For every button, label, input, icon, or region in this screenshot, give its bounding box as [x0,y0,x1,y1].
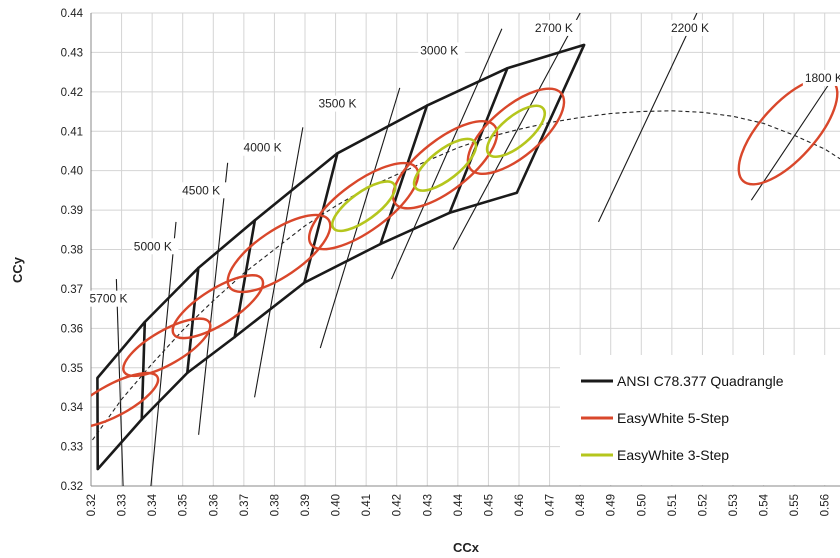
y-tick-label: 0.43 [61,47,83,59]
cct-label: 5000 K [134,239,172,253]
cct-label-bg [532,19,580,36]
quadrangle-upper-edge [96,43,585,379]
isotherm-line [115,279,124,486]
legend-box [560,355,840,485]
three-step-ellipse [331,180,397,233]
x-tick-label: 0.47 [545,494,557,516]
x-axis-label: CCx [453,540,480,555]
y-tick-label: 0.44 [61,8,84,20]
x-tick-label: 0.37 [239,494,251,516]
x-tick-label: 0.48 [575,494,587,516]
y-tick-label: 0.32 [61,481,83,493]
isotherm-line [750,71,838,201]
y-tick-label: 0.37 [61,284,83,296]
x-tick-label: 0.36 [208,494,220,516]
x-tick-label: 0.41 [361,494,373,516]
cct-label-bg [668,19,716,36]
y-tick-label: 0.38 [61,245,83,257]
cct-label-bg [241,139,289,156]
x-tick-label: 0.38 [269,494,281,516]
cct-label: 2200 K [671,21,709,35]
y-tick-label: 0.40 [61,166,83,178]
isotherm-line [319,87,401,349]
five-step-ellipse [122,317,212,378]
quadrangle-divider [140,320,147,421]
cct-label-bg [131,238,179,255]
five-step-ellipses [91,76,839,429]
isotherm-line [254,127,304,398]
x-tick-label: 0.34 [147,493,159,516]
plot-area [91,13,840,486]
x-tick-label: 0.40 [331,494,343,516]
quadrangle-divider [233,219,257,339]
quadrangle-divider [379,104,429,246]
cct-label-bg [802,69,840,86]
cct-label-bg [180,182,227,199]
quadrangle-divider [186,266,200,375]
cct-label: 4000 K [244,141,282,155]
quadrangle-divider [515,43,586,195]
x-tick-label: 0.44 [453,493,465,516]
legend: ANSI C78.377 Quadrangle EasyWhite 5-Step E… [560,355,840,485]
y-tick-label: 0.39 [61,205,83,217]
x-tick-label: 0.43 [422,494,434,516]
cct-label: 3500 K [318,97,356,111]
five-step-ellipse [466,87,566,176]
x-tick-label: 0.42 [392,494,404,516]
three-step-ellipse [485,104,547,158]
x-tick-label: 0.39 [300,494,312,516]
isotherm-line [198,162,229,435]
y-tick-label: 0.42 [61,87,83,99]
cct-label-bg [418,42,465,59]
x-tick-label: 0.50 [636,494,648,516]
x-tick-label: 0.53 [728,494,740,516]
isotherm-line [597,13,698,223]
cct-label-bg [87,290,135,307]
cct-label: 4500 K [182,183,220,197]
five-step-ellipse [171,274,265,340]
cct-label: 3000 K [420,43,458,57]
cct-label: 2700 K [535,21,573,35]
five-step-ellipse [391,119,499,210]
x-tick-label: 0.35 [178,494,190,516]
five-step-ellipse [91,371,160,429]
x-tick-label: 0.55 [789,494,801,516]
y-tick-label: 0.33 [61,442,83,454]
x-tick-label: 0.56 [820,494,832,516]
legend-label: ANSI C78.377 Quadrangle [617,373,784,389]
legend-label: EasyWhite 5-Step [617,410,729,426]
axes: 0.32 0.33 0.34 0.35 0.36 0.37 0.38 0.39 0.40 0.41… [61,8,840,516]
three-step-ellipse [412,137,478,192]
x-tick-label: 0.54 [759,493,771,516]
y-axis-label: CCy [10,256,25,283]
legend-label: EasyWhite 3-Step [617,447,729,463]
isotherm-line [391,28,503,280]
quadrangles [96,43,586,471]
y-tick-label: 0.36 [61,323,83,335]
x-tick-label: 0.45 [483,494,495,516]
cct-label: 5700 K [89,292,127,306]
x-tick-label: 0.46 [514,494,526,516]
quadrangle-lower-edge [96,191,518,470]
five-step-ellipse [226,213,332,294]
quadrangle-divider [448,66,509,215]
x-tick-label: 0.32 [86,494,98,516]
five-step-ellipse [307,161,420,251]
isotherm-line [150,221,177,486]
cct-label: 1800 K [805,71,840,85]
y-tick-label: 0.35 [61,363,83,375]
x-tick-label: 0.52 [697,494,709,516]
y-tick-label: 0.41 [61,126,83,138]
three-step-ellipses [331,104,547,233]
quadrangle-divider [303,152,339,284]
x-tick-label: 0.51 [667,494,679,516]
cct-labels: 5700 K 5000 K 4500 K 4000 K 3500 K 3000 K 2700… [87,19,840,307]
y-tick-label: 0.34 [61,402,84,414]
cct-label-bg [316,95,364,112]
x-tick-label: 0.33 [117,494,129,516]
x-tick-label: 0.49 [606,494,618,516]
